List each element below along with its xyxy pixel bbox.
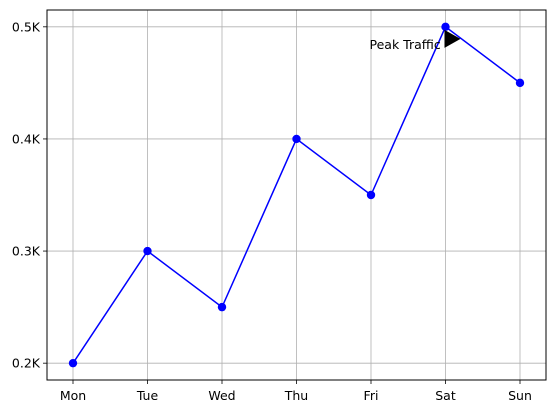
data-point: [217, 302, 227, 312]
x-axis-ticks: Mon Tue Wed Thu Fri Sat Sun: [60, 380, 532, 403]
y-tick-label: 0.2K: [12, 356, 41, 371]
x-tick-label: Thu: [284, 388, 308, 403]
data-point: [143, 246, 152, 256]
x-tick-label: Wed: [208, 388, 235, 403]
x-tick-label: Mon: [60, 388, 86, 403]
y-tick-label: 0.4K: [12, 131, 41, 146]
data-point: [68, 358, 78, 368]
annotation-text: Peak Traffic: [370, 37, 441, 52]
x-tick-label: Fri: [364, 388, 379, 403]
annotation: Peak Traffic: [370, 29, 461, 52]
x-tick-label: Sun: [508, 388, 532, 403]
data-point: [515, 78, 525, 88]
data-point: [292, 134, 301, 144]
y-tick-label: 0.5K: [12, 19, 41, 34]
x-tick-label: Sat: [435, 388, 456, 403]
data-point: [441, 22, 450, 32]
y-axis-ticks: 0.2K 0.3K 0.4K 0.5K: [12, 19, 47, 371]
x-tick-label: Tue: [136, 388, 159, 403]
annotation-arrowhead: [444, 29, 461, 48]
grid-lines: [47, 10, 546, 380]
data-points: [68, 22, 525, 368]
data-point: [366, 190, 376, 200]
y-tick-label: 0.3K: [12, 244, 41, 259]
